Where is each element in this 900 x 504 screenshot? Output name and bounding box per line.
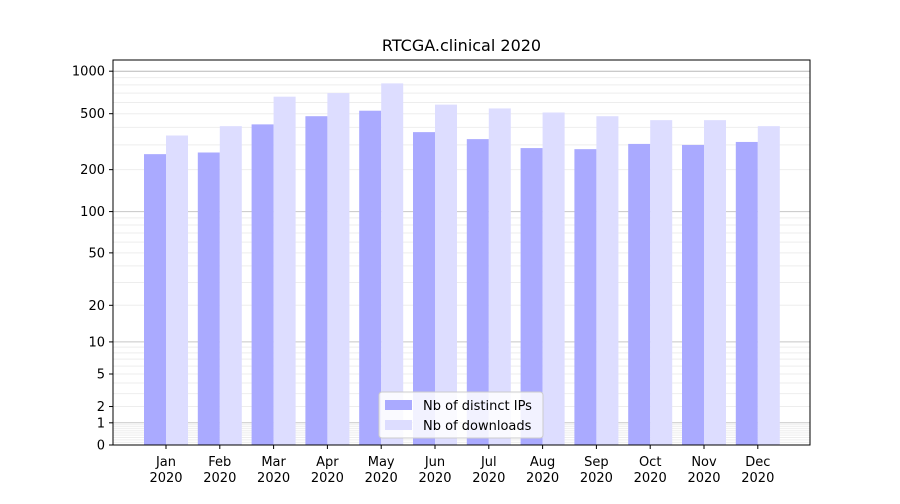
y-tick-label: 10 bbox=[88, 335, 105, 350]
bar-distinct-ips bbox=[574, 149, 597, 445]
bar-downloads bbox=[757, 126, 780, 445]
bar-downloads bbox=[596, 116, 619, 445]
x-tick-label: May 2020 bbox=[365, 455, 398, 486]
legend-label: Nb of distinct IPs bbox=[423, 399, 532, 414]
legend-swatch bbox=[385, 400, 412, 410]
x-tick-label: Dec 2020 bbox=[741, 455, 774, 486]
bar-downloads bbox=[704, 120, 726, 446]
bar-downloads bbox=[327, 93, 350, 446]
legend-box bbox=[378, 391, 544, 439]
bar-downloads bbox=[435, 104, 457, 446]
bar-downloads bbox=[650, 120, 673, 446]
x-tick-label: Mar 2020 bbox=[257, 455, 290, 486]
bars bbox=[144, 83, 780, 446]
bar-distinct-ips bbox=[197, 152, 220, 445]
x-tick-label: Oct 2020 bbox=[634, 455, 667, 486]
y-tick-label: 2 bbox=[97, 400, 105, 415]
bar-downloads bbox=[219, 126, 242, 445]
bar-downloads bbox=[488, 108, 511, 446]
x-tick-label: Nov 2020 bbox=[687, 455, 720, 486]
bar-distinct-ips bbox=[466, 139, 489, 445]
bar-downloads bbox=[166, 135, 188, 445]
bar-downloads bbox=[542, 112, 565, 445]
y-tick-label: 5 bbox=[97, 367, 105, 382]
bar-distinct-ips bbox=[520, 148, 543, 446]
x-tick-label: Sep 2020 bbox=[580, 455, 613, 486]
bar-distinct-ips bbox=[359, 110, 382, 446]
y-tick-label: 50 bbox=[88, 246, 105, 261]
y-tick-label: 200 bbox=[80, 163, 105, 178]
legend: Nb of distinct IPs Nb of downloads bbox=[378, 391, 544, 439]
x-axis: Jan 2020 Feb 2020 Mar 2020 Apr 2020 May 2020 Jun 20… bbox=[149, 445, 774, 486]
chart-title: RTCGA.clinical 2020 bbox=[382, 36, 541, 55]
y-tick-label: 20 bbox=[88, 299, 105, 314]
bar-distinct-ips bbox=[251, 124, 274, 445]
y-tick-label: 1000 bbox=[72, 65, 105, 80]
bar-distinct-ips bbox=[682, 144, 704, 445]
y-axis: 0 12 5 10 20 50 100 200 500 1000 bbox=[72, 65, 113, 454]
bar-distinct-ips bbox=[413, 132, 435, 445]
bar-distinct-ips bbox=[144, 154, 166, 445]
x-tick-label: Jul 2020 bbox=[472, 455, 505, 486]
bar-distinct-ips bbox=[628, 143, 651, 445]
y-tick-label: 1 bbox=[97, 416, 105, 431]
bar-downloads bbox=[273, 96, 296, 445]
x-tick-label: Aug 2020 bbox=[526, 455, 559, 486]
legend-swatch bbox=[385, 420, 412, 430]
x-tick-label: Jan 2020 bbox=[149, 455, 182, 486]
y-tick-label: 500 bbox=[80, 107, 105, 122]
bar-distinct-ips bbox=[735, 141, 758, 445]
bar-downloads bbox=[381, 83, 404, 446]
legend-label: Nb of downloads bbox=[423, 419, 532, 434]
x-tick-label: Jun 2020 bbox=[418, 455, 451, 486]
x-tick-label: Feb 2020 bbox=[203, 455, 236, 486]
x-tick-label: Apr 2020 bbox=[311, 455, 344, 486]
y-tick-label: 0 bbox=[97, 439, 105, 454]
bar-distinct-ips bbox=[305, 116, 328, 445]
y-tick-label: 100 bbox=[80, 205, 105, 220]
